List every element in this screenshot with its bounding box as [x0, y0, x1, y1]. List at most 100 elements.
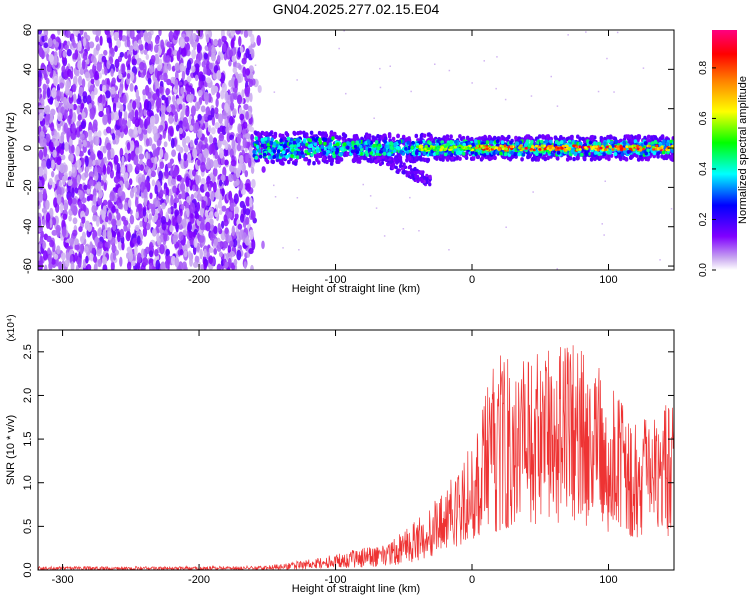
heatmap-cell [189, 202, 196, 214]
heatmap-cell [142, 227, 148, 237]
heatmap-cell [159, 161, 165, 169]
heatmap-cell [79, 133, 85, 140]
heatmap-cell [165, 55, 171, 63]
heatmap-cell [195, 65, 200, 73]
heatmap-cell [239, 213, 245, 223]
figure-title: GN04.2025.277.02.15.E04 [273, 1, 440, 17]
heatmap-cell [269, 155, 273, 160]
heatmap-cell [204, 120, 209, 130]
heatmap-cell [228, 173, 234, 183]
heatmap-cell [88, 41, 95, 49]
heatmap-cell [221, 82, 227, 93]
heatmap-cell [232, 66, 238, 74]
heatmap-cell [139, 61, 145, 71]
heatmap-cell [146, 158, 152, 167]
heatmap-cell [106, 107, 110, 116]
heatmap-cell [167, 63, 172, 71]
heatmap-cell [80, 102, 85, 110]
heatmap-cell [242, 137, 247, 149]
heatmap-cell [244, 237, 250, 246]
heatmap-cell [118, 116, 124, 127]
heatmap-cell [322, 156, 326, 161]
heatmap-cell [333, 131, 337, 137]
heatmap-cell [123, 110, 128, 121]
heatmap-cell [91, 247, 96, 255]
heatmap-cell [171, 149, 177, 158]
heatmap-cell [81, 216, 86, 224]
heatmap-cell [407, 165, 411, 170]
heatmap-cell [165, 88, 171, 95]
heatmap-cell [55, 224, 61, 234]
heatmap-cell [192, 230, 197, 238]
heatmap-cell [165, 97, 169, 109]
heatmap-cell [136, 101, 140, 109]
heatmap-cell [653, 135, 658, 140]
heatmap-cell [76, 106, 81, 113]
heatmap-cell [379, 162, 383, 166]
heatmap-cell [216, 55, 221, 63]
heatmap-cell [213, 159, 219, 169]
heatmap-cell [64, 44, 70, 51]
heatmap-cell [223, 159, 229, 166]
heatmap-cell [187, 250, 192, 259]
heatmap-cell [106, 59, 111, 70]
heatmap-cell [90, 150, 95, 160]
heatmap-cell [137, 39, 143, 46]
heatmap-cell [46, 64, 52, 73]
heatmap-cell [210, 85, 216, 96]
heatmap-cell [127, 102, 132, 112]
heatmap-cell [69, 70, 74, 80]
heatmap-cell [97, 130, 102, 138]
heatmap-cell [153, 132, 158, 143]
heatmap-cell [216, 69, 222, 81]
heatmap-cell [74, 70, 80, 77]
heatmap-cell [151, 228, 157, 237]
heatmap-cell [285, 148, 290, 153]
heatmap-cell [159, 74, 165, 81]
heatmap-cell [156, 97, 162, 107]
heatmap-cell [103, 49, 108, 56]
heatmap-cell [268, 131, 273, 137]
heatmap-cell [229, 101, 235, 111]
heatmap-cell [172, 185, 177, 194]
heatmap-cell [216, 263, 222, 270]
heatmap-cell [41, 207, 47, 214]
heatmap-cell [189, 256, 193, 267]
heatmap-cell [581, 136, 585, 142]
heatmap-cell [160, 112, 166, 123]
heatmap-cell [419, 170, 423, 174]
heatmap-cell [226, 131, 231, 143]
heatmap-cell [243, 261, 247, 270]
heatmap-cell [122, 118, 127, 129]
heatmap-cell [138, 108, 143, 118]
heatmap-cell [307, 148, 312, 153]
heatmap-cell [160, 104, 166, 115]
heatmap-cell [43, 42, 49, 49]
heatmap-cell [107, 230, 113, 241]
heatmap-cell [290, 154, 294, 159]
heatmap-cell [213, 38, 218, 47]
heatmap-cell [221, 110, 227, 120]
heatmap-cell [375, 207, 378, 209]
heatmap-cell [46, 53, 50, 62]
heatmap-cell [191, 49, 197, 60]
heatmap-cell [606, 57, 608, 60]
heatmap-cell [245, 216, 250, 225]
heatmap-cell [434, 63, 436, 65]
heatmap-cell [227, 257, 232, 268]
heatmap-cell [79, 243, 84, 255]
heatmap-cell [182, 136, 187, 148]
heatmap-cell [513, 152, 517, 157]
heatmap-cell [556, 268, 558, 270]
heatmap-cell [121, 155, 125, 164]
heatmap-cell [95, 78, 100, 87]
heatmap-cell [261, 240, 265, 250]
heatmap-cell [396, 133, 400, 138]
heatmap-cell [245, 132, 251, 140]
heatmap-cell [54, 130, 58, 137]
heatmap-cell [229, 202, 235, 212]
heatmap-cell [183, 152, 188, 162]
heatmap-cell [92, 159, 96, 166]
heatmap-cell [51, 87, 57, 99]
heatmap-cell [120, 164, 126, 175]
